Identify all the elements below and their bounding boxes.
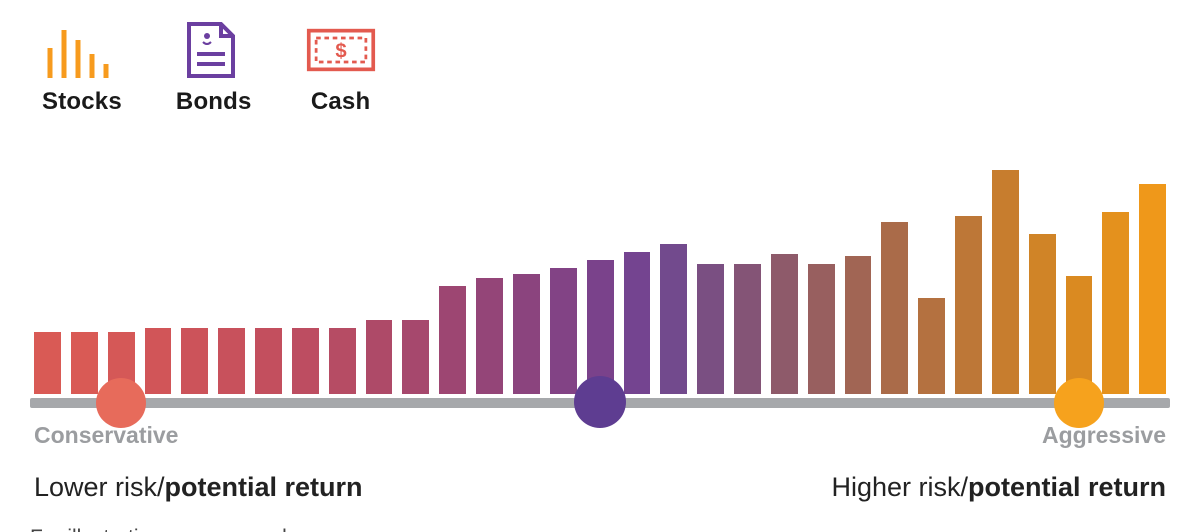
legend-label-bonds: Bonds bbox=[176, 88, 252, 116]
bar bbox=[366, 320, 393, 394]
legend-label-cash: Cash bbox=[306, 88, 376, 116]
bar bbox=[34, 332, 61, 394]
risk-high: Higher risk/potential return bbox=[831, 472, 1166, 503]
bar bbox=[845, 256, 872, 394]
bonds-icon bbox=[176, 20, 246, 80]
bar bbox=[918, 298, 945, 394]
bar bbox=[734, 264, 761, 394]
risk-low-bold: potential return bbox=[165, 472, 363, 502]
bar bbox=[808, 264, 835, 394]
bar bbox=[587, 260, 614, 394]
risk-low: Lower risk/potential return bbox=[34, 472, 363, 503]
bar bbox=[1102, 212, 1129, 394]
bar bbox=[218, 328, 245, 394]
stocks-icon bbox=[42, 20, 112, 80]
marker-balanced bbox=[574, 376, 626, 428]
legend: Stocks Bonds bbox=[42, 20, 1170, 116]
risk-high-bold: potential return bbox=[968, 472, 1166, 502]
risk-bar-chart bbox=[30, 154, 1170, 414]
bar bbox=[439, 286, 466, 394]
legend-item-cash: $ Cash bbox=[306, 20, 376, 116]
bar bbox=[1066, 276, 1093, 394]
bar bbox=[513, 274, 540, 394]
bars-container bbox=[30, 154, 1170, 394]
marker-aggressive bbox=[1054, 378, 1104, 428]
infographic-root: Stocks Bonds bbox=[0, 0, 1200, 532]
legend-item-bonds: Bonds bbox=[176, 20, 252, 116]
bar bbox=[771, 254, 798, 394]
risk-high-prefix: Higher risk/ bbox=[831, 472, 968, 502]
bar bbox=[660, 244, 687, 394]
bar bbox=[292, 328, 319, 394]
risk-low-prefix: Lower risk/ bbox=[34, 472, 165, 502]
bar bbox=[181, 328, 208, 394]
bar bbox=[955, 216, 982, 394]
bar bbox=[329, 328, 356, 394]
bar bbox=[402, 320, 429, 394]
bar bbox=[881, 222, 908, 394]
axis-labels: Conservative Aggressive bbox=[30, 422, 1170, 450]
marker-conservative bbox=[96, 378, 146, 428]
axis-label-aggressive: Aggressive bbox=[1042, 422, 1166, 449]
bar bbox=[1029, 234, 1056, 394]
legend-item-stocks: Stocks bbox=[42, 20, 122, 116]
bar bbox=[1139, 184, 1166, 394]
bar bbox=[71, 332, 98, 394]
axis-label-conservative: Conservative bbox=[34, 422, 178, 449]
bar bbox=[550, 268, 577, 394]
cash-icon: $ bbox=[306, 20, 376, 80]
bar bbox=[476, 278, 503, 394]
bar bbox=[697, 264, 724, 394]
bar bbox=[624, 252, 651, 394]
legend-label-stocks: Stocks bbox=[42, 88, 122, 116]
bar bbox=[255, 328, 282, 394]
bar bbox=[992, 170, 1019, 394]
footnote: For illustrative purposes only. bbox=[30, 526, 1170, 532]
bar bbox=[145, 328, 172, 394]
risk-descriptions: Lower risk/potential return Higher risk/… bbox=[30, 472, 1170, 506]
svg-text:$: $ bbox=[335, 40, 346, 62]
